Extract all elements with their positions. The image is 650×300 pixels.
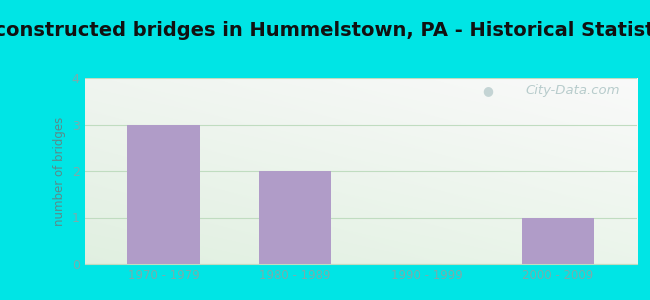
Bar: [259, 171, 331, 264]
Bar: [127, 124, 200, 264]
Text: ●: ●: [482, 84, 493, 97]
Y-axis label: number of bridges: number of bridges: [53, 116, 66, 226]
Text: Reconstructed bridges in Hummelstown, PA - Historical Statistics: Reconstructed bridges in Hummelstown, PA…: [0, 21, 650, 40]
Bar: [522, 218, 594, 264]
Text: City-Data.com: City-Data.com: [526, 84, 620, 97]
